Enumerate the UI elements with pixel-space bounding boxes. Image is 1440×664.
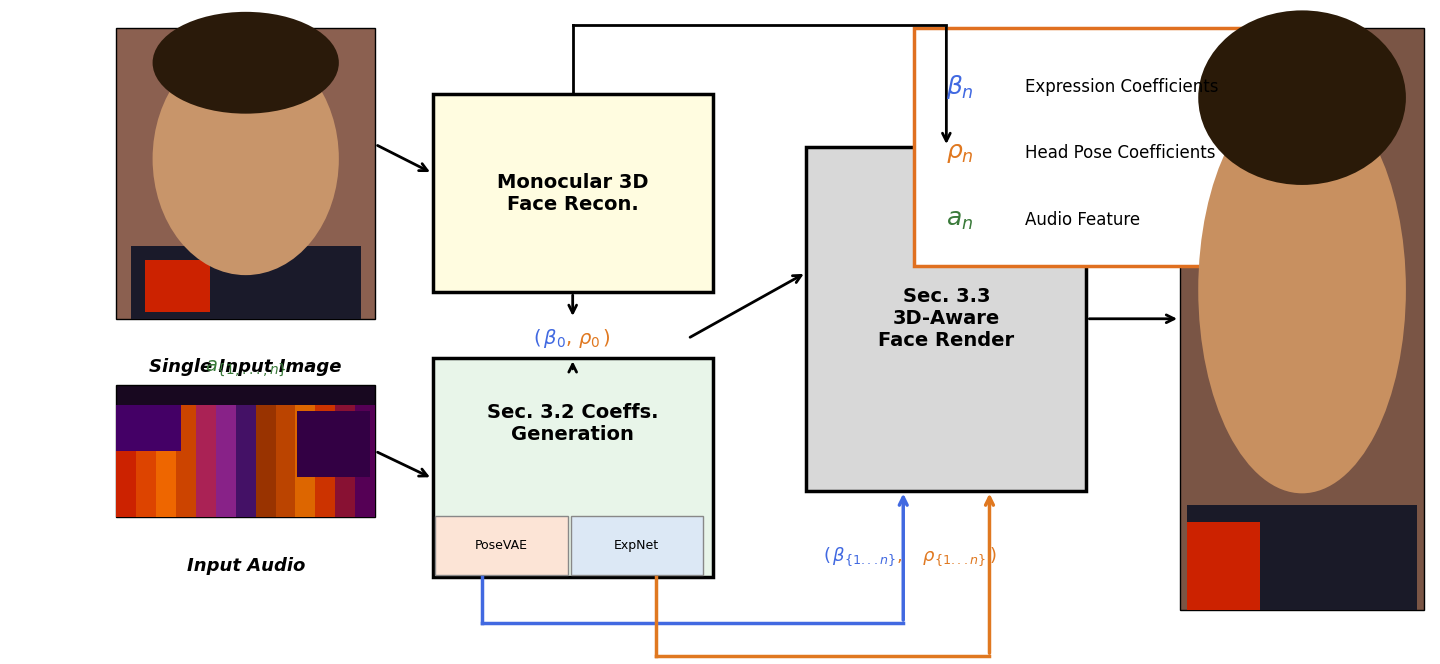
FancyBboxPatch shape — [156, 405, 176, 517]
Text: Single Input Image: Single Input Image — [150, 359, 341, 376]
Text: Expression Coefficients: Expression Coefficients — [1025, 78, 1218, 96]
FancyBboxPatch shape — [145, 260, 210, 312]
Text: $\rho_n$: $\rho_n$ — [946, 141, 973, 165]
Text: Input Audio: Input Audio — [187, 557, 305, 575]
FancyBboxPatch shape — [216, 405, 236, 517]
FancyBboxPatch shape — [356, 405, 374, 517]
Text: PoseVAE: PoseVAE — [475, 539, 528, 552]
Ellipse shape — [153, 42, 338, 275]
Ellipse shape — [153, 12, 338, 114]
Ellipse shape — [1198, 86, 1405, 493]
Ellipse shape — [1198, 11, 1405, 185]
Text: $,\, \rho_0 \, )$: $,\, \rho_0 \, )$ — [566, 327, 612, 350]
FancyBboxPatch shape — [236, 405, 256, 517]
Text: Monocular 3D
Face Recon.: Monocular 3D Face Recon. — [497, 173, 648, 214]
FancyBboxPatch shape — [435, 516, 567, 575]
FancyBboxPatch shape — [117, 405, 137, 517]
FancyBboxPatch shape — [1179, 28, 1424, 610]
FancyBboxPatch shape — [176, 405, 196, 517]
FancyBboxPatch shape — [117, 385, 374, 517]
Text: Audio Feature: Audio Feature — [1025, 210, 1140, 228]
FancyBboxPatch shape — [1187, 505, 1417, 610]
FancyBboxPatch shape — [432, 359, 713, 576]
Text: $( \, \beta_0$: $( \, \beta_0$ — [533, 327, 566, 350]
Text: Head Pose Coefficients: Head Pose Coefficients — [1025, 145, 1215, 163]
Text: $a_{\{1,...,n\}}$: $a_{\{1,...,n\}}$ — [204, 359, 287, 378]
FancyBboxPatch shape — [315, 405, 336, 517]
FancyBboxPatch shape — [295, 405, 315, 517]
FancyBboxPatch shape — [117, 28, 374, 319]
FancyBboxPatch shape — [275, 405, 295, 517]
FancyBboxPatch shape — [196, 405, 216, 517]
Text: $\beta_n$: $\beta_n$ — [946, 73, 973, 102]
Text: $, \quad \rho_{\{1...n\}} \, )$: $, \quad \rho_{\{1...n\}} \, )$ — [896, 545, 996, 568]
Text: $a_n$: $a_n$ — [946, 208, 973, 232]
FancyBboxPatch shape — [298, 411, 370, 477]
FancyBboxPatch shape — [914, 28, 1302, 266]
FancyBboxPatch shape — [336, 405, 356, 517]
Text: Sec. 3.3
3D-Aware
Face Render: Sec. 3.3 3D-Aware Face Render — [878, 288, 1014, 351]
FancyBboxPatch shape — [432, 94, 713, 292]
FancyBboxPatch shape — [117, 405, 181, 451]
FancyBboxPatch shape — [570, 516, 703, 575]
FancyBboxPatch shape — [256, 405, 275, 517]
FancyBboxPatch shape — [131, 246, 360, 319]
FancyBboxPatch shape — [1187, 523, 1260, 610]
FancyBboxPatch shape — [806, 147, 1087, 491]
Text: $( \, \beta_{\{1...n\}}$: $( \, \beta_{\{1...n\}}$ — [822, 545, 896, 568]
Text: Sec. 3.2 Coeffs.
Generation: Sec. 3.2 Coeffs. Generation — [487, 404, 658, 444]
Text: ExpNet: ExpNet — [613, 539, 660, 552]
FancyBboxPatch shape — [137, 405, 156, 517]
